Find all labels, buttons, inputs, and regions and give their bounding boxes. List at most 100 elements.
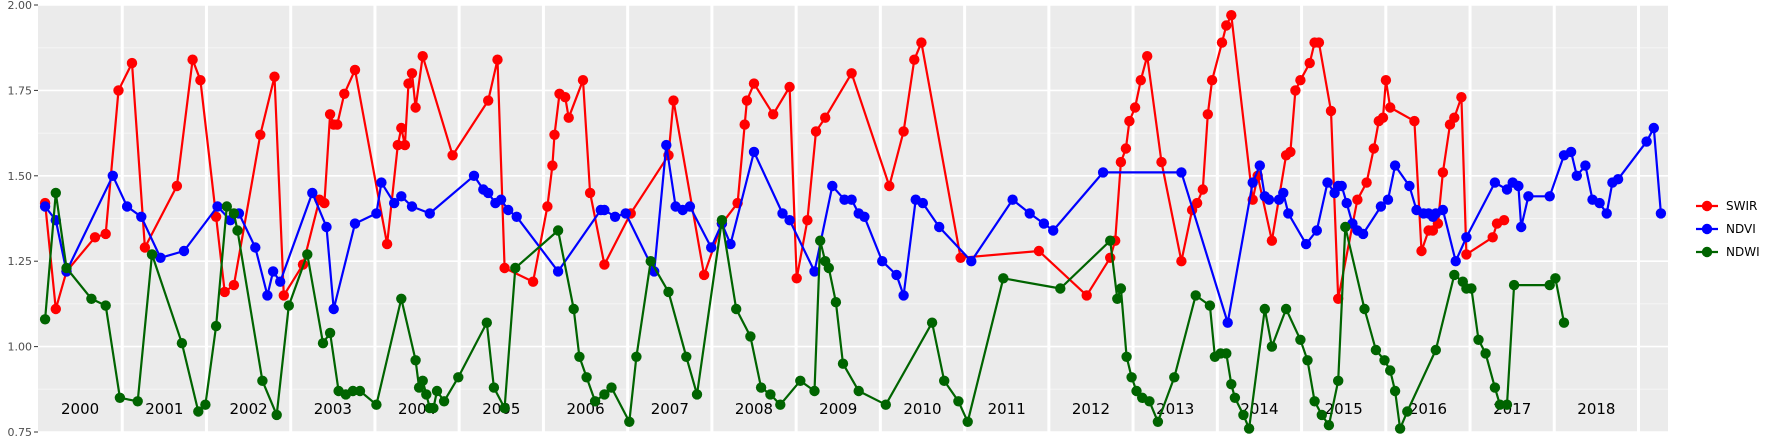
data-point <box>784 215 795 226</box>
data-point <box>1377 112 1389 123</box>
data-point <box>187 54 198 65</box>
data-point <box>219 286 230 298</box>
data-point <box>1295 334 1306 345</box>
data-point <box>527 276 539 287</box>
data-point <box>563 112 574 123</box>
year-label: 2013 <box>1156 400 1194 418</box>
data-point <box>552 225 564 236</box>
data-point <box>966 256 977 267</box>
data-point <box>1081 290 1092 301</box>
data-point <box>748 146 760 158</box>
legend-label: NDVI <box>1726 222 1756 236</box>
data-point <box>1033 245 1045 257</box>
data-point <box>431 385 443 397</box>
data-point <box>228 208 240 219</box>
data-point <box>891 269 902 281</box>
data-point <box>283 300 294 311</box>
data-point <box>815 235 826 246</box>
data-point <box>1487 232 1498 243</box>
data-point <box>1352 194 1363 205</box>
data-point <box>1254 160 1266 171</box>
data-point <box>1169 372 1180 383</box>
data-point <box>1007 194 1018 205</box>
data-point <box>1612 174 1624 185</box>
data-point <box>1641 136 1652 147</box>
data-point <box>1380 75 1392 86</box>
year-label: 2007 <box>651 400 689 418</box>
data-point <box>768 109 779 120</box>
data-point <box>916 37 927 48</box>
data-point <box>1206 75 1218 86</box>
data-point <box>100 228 111 240</box>
data-point <box>1126 372 1137 383</box>
data-point <box>1449 112 1460 123</box>
data-point <box>410 102 421 113</box>
data-point <box>823 262 834 274</box>
data-point <box>1283 208 1294 219</box>
data-point <box>381 238 393 250</box>
data-point <box>962 416 973 427</box>
data-point <box>1323 420 1335 431</box>
data-point <box>1558 317 1570 328</box>
data-point <box>698 269 710 281</box>
data-point <box>1359 303 1370 315</box>
data-point <box>107 170 119 181</box>
data-point <box>324 327 336 339</box>
year-label-layer: 2000200120022003200420052006200720082009… <box>61 400 1615 418</box>
data-point <box>113 85 124 96</box>
data-point <box>495 194 507 205</box>
data-point <box>1450 256 1461 267</box>
data-point <box>691 389 703 400</box>
data-point <box>606 382 617 393</box>
data-point <box>1382 194 1394 205</box>
data-point <box>1333 375 1344 386</box>
data-point <box>599 204 610 216</box>
data-point <box>953 396 964 407</box>
data-point <box>1121 351 1132 362</box>
data-point <box>1124 115 1135 127</box>
data-point <box>731 303 742 315</box>
data-point <box>417 51 428 62</box>
data-point <box>228 279 240 291</box>
data-point <box>1285 146 1296 158</box>
data-point <box>775 399 786 410</box>
data-point <box>939 375 950 386</box>
data-point <box>1135 75 1147 86</box>
data-point <box>745 331 756 342</box>
data-point <box>624 416 635 427</box>
data-point <box>716 215 728 226</box>
year-label: 2003 <box>314 400 352 418</box>
data-point <box>599 259 610 270</box>
data-point <box>748 78 760 89</box>
data-point <box>1370 344 1382 356</box>
data-point <box>909 54 920 65</box>
data-point <box>492 54 503 65</box>
data-point <box>410 355 421 366</box>
data-point <box>859 211 870 222</box>
data-point <box>1302 355 1313 366</box>
year-label: 2000 <box>61 400 99 418</box>
data-point <box>396 122 407 134</box>
data-point <box>1266 235 1278 246</box>
data-point <box>880 399 891 410</box>
data-point <box>307 187 318 199</box>
y-tick-label: 2.00 <box>8 0 33 12</box>
data-point <box>371 208 382 219</box>
series-line-swir <box>44 14 1505 311</box>
legend-key-point <box>1701 223 1713 235</box>
data-point <box>1375 201 1387 212</box>
data-point <box>1226 10 1237 21</box>
data-point <box>1544 191 1555 202</box>
data-point <box>810 126 822 137</box>
data-point <box>155 252 166 263</box>
data-point <box>396 293 407 304</box>
data-point <box>684 201 696 212</box>
data-point <box>1243 423 1255 434</box>
data-point <box>820 112 831 123</box>
data-point <box>765 389 776 400</box>
data-point <box>1379 355 1390 366</box>
data-point <box>1259 303 1271 315</box>
data-point <box>581 372 592 383</box>
data-point <box>1038 218 1050 229</box>
data-point <box>837 358 849 369</box>
